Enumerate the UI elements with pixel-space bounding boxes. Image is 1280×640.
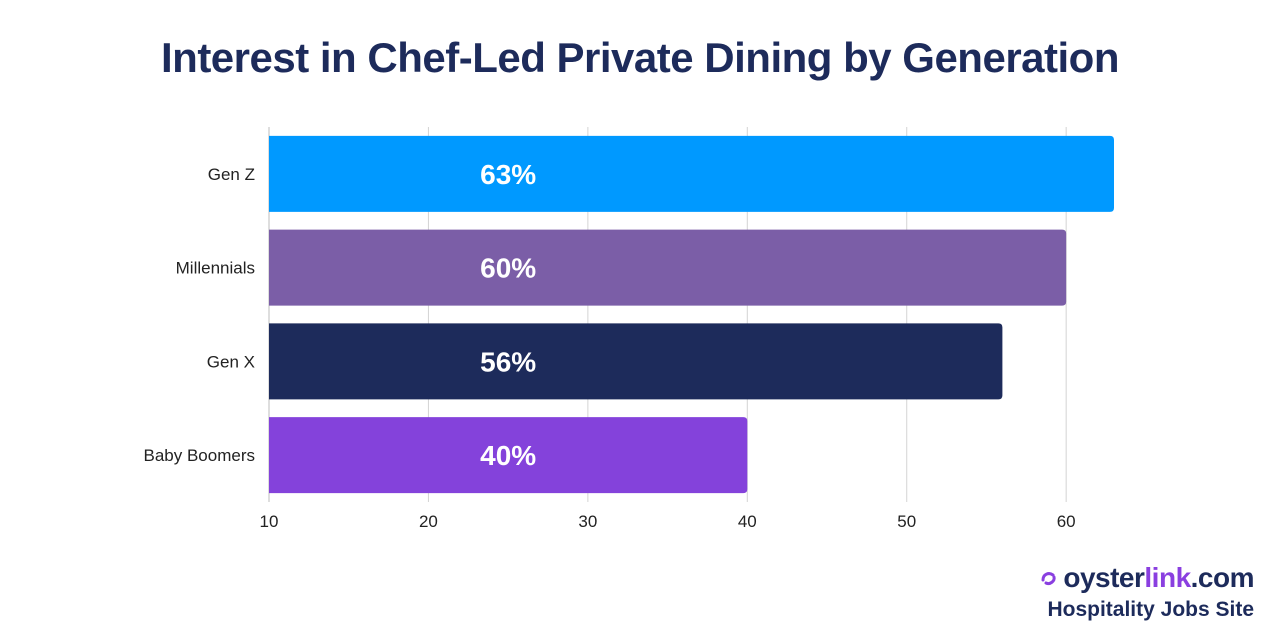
category-label: Gen Z	[208, 165, 255, 184]
brand-block: oysterlink.com Hospitality Jobs Site	[1039, 562, 1255, 622]
data-label: 56%	[480, 346, 536, 377]
bar-millennials	[269, 229, 1067, 306]
x-tick-label: 50	[897, 512, 916, 531]
brand-tagline: Hospitality Jobs Site	[1047, 598, 1254, 621]
x-tick-label: 20	[419, 512, 438, 531]
brand-name: oyster	[1063, 562, 1145, 593]
brand-domain: .com	[1190, 562, 1255, 593]
category-label: Gen X	[207, 352, 255, 371]
x-tick-label: 10	[260, 512, 279, 531]
oyster-swirl-icon	[1041, 572, 1056, 585]
category-label: Baby Boomers	[144, 446, 256, 465]
x-tick-label: 40	[738, 512, 757, 531]
x-tick-label: 30	[578, 512, 597, 531]
data-label: 60%	[480, 253, 536, 284]
x-tick-labels: 10 20 30 40 50 60	[260, 512, 1076, 531]
data-label: 63%	[480, 159, 536, 190]
brand-name-accent: link	[1144, 562, 1191, 593]
data-labels: 63% 60% 56% 40%	[480, 159, 536, 471]
bar-gen-x	[269, 323, 1003, 400]
bar-gen-z	[269, 135, 1114, 212]
chart-title: Interest in Chef-Led Private Dining by G…	[161, 34, 1120, 81]
category-label: Millennials	[176, 259, 255, 278]
category-labels: Gen Z Millennials Gen X Baby Boomers	[144, 165, 256, 465]
brand-logo[interactable]: oysterlink.com	[1039, 562, 1255, 594]
bar-baby-boomers	[269, 417, 748, 494]
data-label: 40%	[480, 440, 536, 471]
x-tick-label: 60	[1057, 512, 1076, 531]
bars	[269, 135, 1114, 494]
